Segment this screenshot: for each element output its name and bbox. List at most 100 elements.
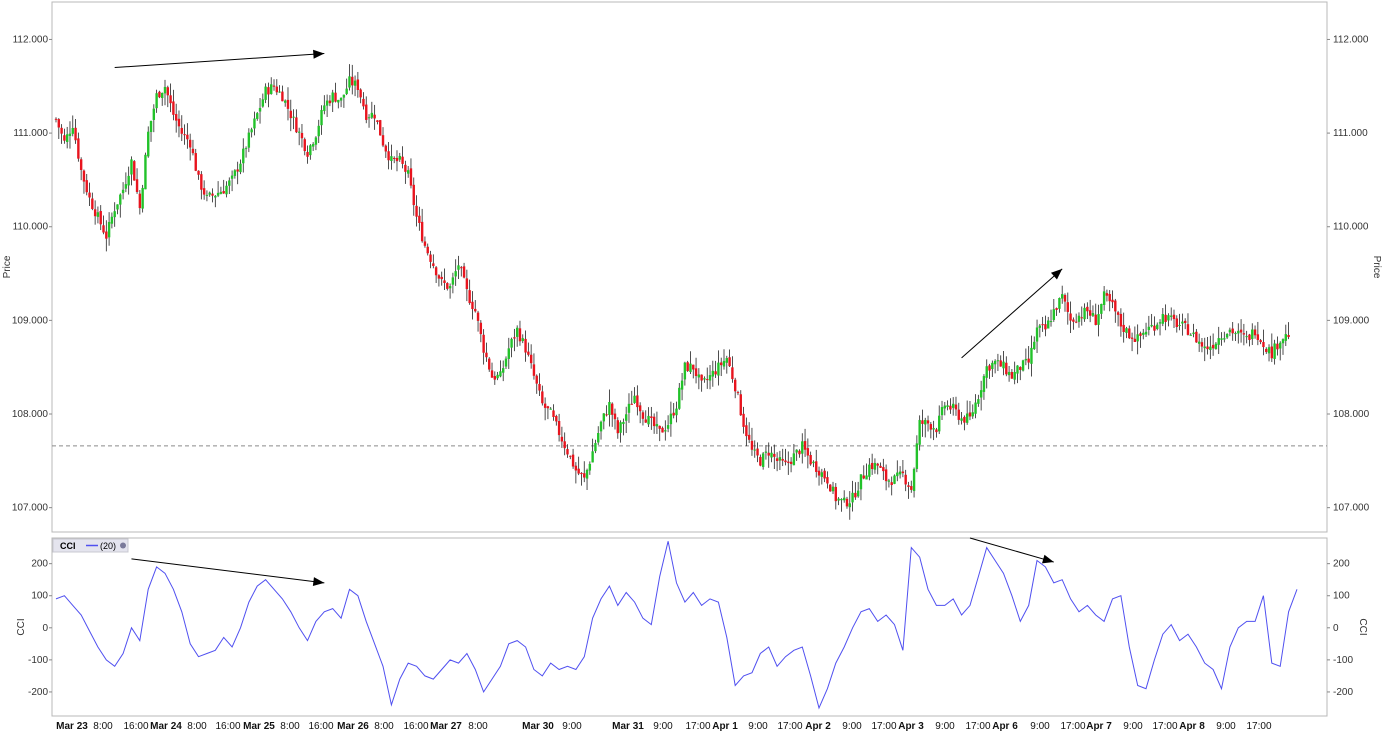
- candle-up: [1170, 315, 1173, 317]
- candle-up: [1016, 365, 1019, 374]
- x-tick-label: 17:00: [685, 721, 710, 732]
- candle-up: [1234, 333, 1237, 335]
- candle-up: [1209, 346, 1212, 350]
- candle-up: [208, 192, 211, 195]
- x-tick-label: Mar 31: [612, 721, 644, 732]
- candle-down: [1119, 313, 1123, 327]
- candle-down: [169, 95, 172, 104]
- candle-down: [555, 416, 558, 422]
- candle-down: [736, 392, 740, 394]
- candle-down: [373, 114, 376, 119]
- candle-up: [887, 480, 891, 482]
- candle-down: [781, 458, 784, 461]
- x-tick-label: 9:00: [842, 721, 862, 732]
- candle-down: [773, 453, 776, 457]
- candle-up: [152, 108, 156, 120]
- candle-down: [54, 118, 58, 120]
- candle-up: [1150, 324, 1153, 327]
- candle-down: [188, 139, 192, 148]
- candle-down: [1116, 312, 1120, 315]
- candle-up: [960, 418, 963, 421]
- candle-up: [1047, 320, 1050, 329]
- candle-up: [938, 415, 941, 432]
- x-tick-label: Mar 27: [430, 721, 462, 732]
- candle-up: [675, 408, 678, 416]
- candle-down: [957, 409, 960, 420]
- candle-down: [479, 322, 483, 335]
- candle-up: [1181, 321, 1184, 324]
- x-tick-label: 8:00: [280, 721, 300, 732]
- candle-down: [286, 99, 290, 109]
- candle-up: [225, 185, 228, 195]
- candle-down: [571, 454, 575, 467]
- candle-down: [745, 425, 748, 437]
- x-tick-label: Apr 7: [1086, 721, 1112, 732]
- candle-down: [409, 168, 413, 186]
- candle-down: [910, 486, 913, 490]
- candle-down: [356, 79, 360, 90]
- candle-down: [538, 383, 541, 391]
- candle-down: [465, 278, 469, 290]
- candle-up: [991, 362, 994, 370]
- candle-up: [345, 88, 348, 94]
- candle-up: [121, 189, 125, 194]
- candle-up: [965, 413, 969, 423]
- x-tick-label: Mar 23: [56, 721, 88, 732]
- candle-up: [588, 463, 592, 471]
- candle-down: [177, 118, 181, 127]
- x-tick-label: Mar 26: [337, 721, 369, 732]
- candle-up: [1147, 326, 1151, 330]
- price-tick-label-right: 108.000: [1333, 409, 1370, 420]
- candle-down: [834, 486, 838, 502]
- candle-down: [303, 139, 306, 152]
- candle-up: [1214, 343, 1218, 350]
- candle-down: [1074, 321, 1078, 323]
- cci-tick-label-right: 0: [1333, 623, 1339, 634]
- candle-up: [837, 498, 840, 501]
- candle-up: [1144, 331, 1148, 335]
- candle-down: [490, 370, 494, 378]
- candle-up: [325, 100, 329, 106]
- candle-down: [379, 120, 382, 136]
- candle-down: [166, 87, 169, 96]
- candle-down: [135, 179, 139, 192]
- candle-down: [1066, 302, 1069, 312]
- candle-up: [840, 498, 843, 501]
- candle-down: [63, 135, 66, 141]
- candle-down: [787, 461, 790, 463]
- candle-down: [1122, 324, 1125, 332]
- price-tick-label-left: 110.000: [13, 222, 49, 233]
- candle-down: [1287, 334, 1290, 338]
- candle-down: [267, 87, 270, 95]
- candle-down: [882, 467, 885, 472]
- candle-up: [778, 457, 782, 461]
- price-tick-label-left: 111.000: [13, 128, 48, 139]
- candle-down: [1259, 340, 1262, 343]
- candle-down: [172, 101, 175, 115]
- candle-up: [367, 117, 371, 119]
- candle-up: [320, 109, 323, 126]
- candle-down: [281, 91, 284, 102]
- candlestick-series: [54, 64, 1290, 520]
- candle-down: [102, 225, 105, 233]
- candle-down: [1005, 362, 1008, 375]
- candle-down: [580, 472, 583, 475]
- candle-down: [1211, 344, 1215, 349]
- candle-down: [404, 164, 407, 172]
- candle-down: [1139, 333, 1142, 336]
- x-tick-label: Apr 1: [712, 721, 738, 732]
- x-tick-label: 17:00: [1060, 721, 1085, 732]
- candle-up: [979, 390, 983, 398]
- candle-down: [658, 425, 661, 429]
- trend-arrow: [114, 53, 325, 69]
- candle-down: [968, 412, 972, 417]
- candle-down: [359, 89, 362, 98]
- candle-up: [633, 395, 636, 403]
- settings-icon: [120, 542, 126, 549]
- candle-up: [1102, 291, 1106, 306]
- price-tick-label-right: 110.000: [1333, 222, 1369, 233]
- candle-down: [236, 169, 239, 172]
- candle-up: [896, 472, 899, 477]
- candle-down: [365, 104, 368, 120]
- candle-up: [155, 93, 158, 109]
